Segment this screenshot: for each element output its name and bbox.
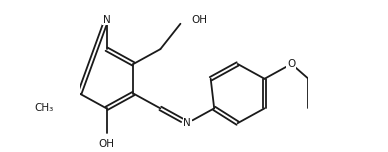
Text: OH: OH [191, 15, 207, 24]
Text: OH: OH [99, 139, 114, 149]
Text: CH₃: CH₃ [34, 103, 54, 113]
Text: N: N [184, 118, 191, 128]
Text: O: O [288, 59, 296, 69]
Text: N: N [103, 15, 110, 24]
